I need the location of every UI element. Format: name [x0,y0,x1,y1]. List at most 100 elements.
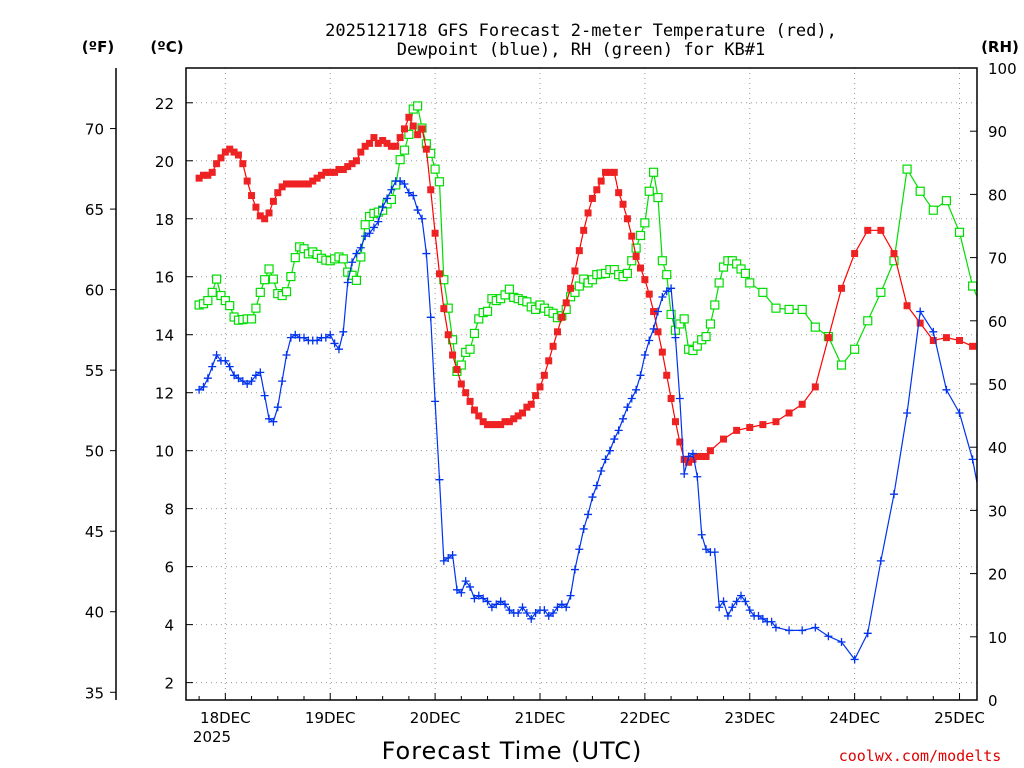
temperature-point [409,122,417,130]
dewpoint-point [592,481,601,490]
temperature-point [387,142,395,150]
dewpoint-point [348,258,357,267]
dewpoint-point [715,603,724,612]
temperature-point [427,186,435,194]
temperature-point [588,194,596,202]
rh-point [710,300,720,310]
grid [186,68,977,700]
dewpoint-point [269,417,278,426]
dewpoint-point [771,623,780,632]
temperature-point [685,458,693,466]
temperature-point [575,247,583,255]
dewpoint-point [702,545,711,554]
temperature-point [720,435,728,443]
dewpoint-point [291,330,300,339]
temperature-series [195,113,977,466]
rh-point [622,268,632,278]
dewpoint-point [396,177,405,186]
temperature-point [671,418,679,426]
temperature-point [265,209,273,217]
celsius-tick-label: 18 [155,211,174,229]
rh-point [225,301,235,311]
temperature-point [698,452,706,460]
dewpoint-point [614,426,623,435]
fahrenheit-tick-label: 65 [85,201,104,219]
temperature-point [309,177,317,185]
rh-point [627,256,637,266]
rh-point [447,335,458,345]
rh-point [640,218,650,228]
chart-title-line1: 2025121718 GFS Forecast 2-meter Temperat… [325,21,837,41]
rh-point [705,319,716,329]
dewpoint-point [208,362,217,371]
dewpoint-point [982,525,990,533]
time-tick-label: 21DEC [515,709,566,727]
rh-point [1008,307,1016,315]
temperature-point [676,438,684,446]
temperature-point [549,342,557,350]
dewpoint-point [203,374,212,383]
temperature-point [838,284,846,292]
temperature-point [344,163,352,171]
rh-point [740,268,750,278]
rh-tick-label: 0 [988,692,998,710]
temperature-point [405,113,413,121]
temperature-point [374,139,382,147]
temperature-point [462,389,470,397]
temperature-point [851,250,859,258]
dewpoint-point [470,594,479,603]
dewpoint-point [452,585,461,594]
dewpoint-point [942,385,951,394]
temperature-point [532,392,540,400]
temperature-point [497,421,505,429]
dewpoint-point [422,249,431,258]
temperature-point [545,357,553,365]
temperature-point [357,148,365,156]
dewpoint-point [767,617,776,626]
temperature-point [484,421,492,429]
rh-point [902,164,912,174]
dewpoint-point [334,345,343,354]
dewpoint-point [889,490,898,499]
dewpoint-point [426,313,435,322]
dewpoint-point [195,385,204,394]
rh-point [863,316,873,326]
fahrenheit-tick-label: 60 [85,282,104,300]
temperature-point [519,409,527,417]
temperature-point [702,452,710,460]
temperature-point [230,148,238,156]
dewpoint-point [404,188,413,197]
rh-point [876,287,886,297]
rh-point [404,129,414,139]
credit-text: coolwx.com/modelts [839,747,1002,765]
temperature-point [383,139,391,147]
plot-frame [185,67,978,701]
temperature-point [488,421,496,429]
dewpoint-point [431,397,440,406]
dewpoint-point [667,284,676,293]
dewpoint-point [557,600,566,609]
dewpoint-point [527,614,536,623]
rh-point [662,270,672,280]
celsius-unit-label: (ºC) [150,38,183,56]
temperature-point [418,125,426,133]
temperature-point [619,200,627,208]
temperature-point [204,171,212,179]
dewpoint-point [400,179,409,188]
dewpoint-point [221,356,230,365]
temperature-point [317,171,325,179]
dewpoint-point [658,293,667,302]
temperature-point [562,299,570,307]
temperature-point [283,180,291,188]
rh-point [255,287,265,297]
dewpoint-point [723,611,732,620]
temperature-point [392,142,400,150]
temperature-point [536,383,544,391]
time-tick-label: 24DEC [829,709,880,727]
temperature-point [431,229,439,237]
rh-unit-label: (RH) [981,38,1019,56]
dewpoint-point [929,327,938,336]
dewpoint-point [435,475,444,484]
temperature-point [824,334,832,342]
temperature-point [811,383,819,391]
